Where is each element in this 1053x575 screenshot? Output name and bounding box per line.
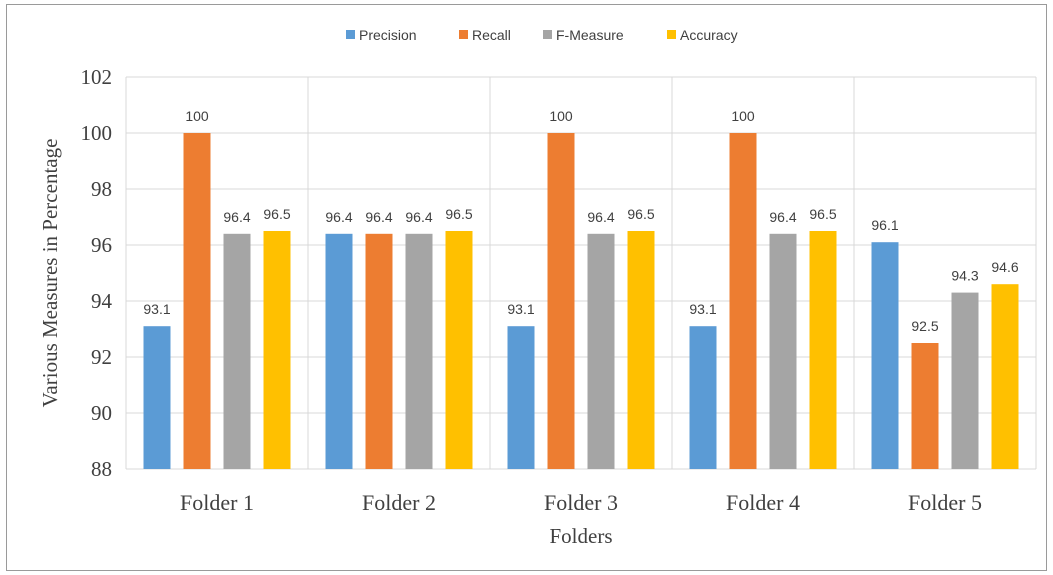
x-axis-title: Folders [550,524,613,548]
bar-accuracy [991,284,1019,469]
bar-f-measure [587,233,615,469]
bar-precision [507,326,535,469]
data-label: 96.5 [627,206,654,222]
bar-accuracy [627,231,655,469]
legend-swatch [543,30,552,39]
y-tick-label: 96 [91,233,112,257]
data-label: 96.4 [325,209,352,225]
legend-label: Accuracy [680,27,738,43]
bar-f-measure [769,233,797,469]
data-label: 96.4 [405,209,432,225]
bar-recall [365,233,393,469]
y-tick-label: 102 [81,65,113,89]
data-label: 93.1 [507,301,534,317]
y-tick-label: 88 [91,457,112,481]
legend-label: Precision [359,27,417,43]
bar-accuracy [445,231,473,469]
bar-accuracy [263,231,291,469]
data-label: 96.1 [871,217,898,233]
bar-recall [729,133,757,469]
legend-label: F-Measure [556,27,624,43]
y-tick-label: 92 [91,345,112,369]
y-tick-label: 94 [91,289,113,313]
data-label: 100 [185,108,209,124]
x-tick-label: Folder 3 [544,490,618,515]
data-label: 92.5 [911,318,938,334]
data-label: 94.3 [951,268,978,284]
bar-precision [325,233,353,469]
bar-f-measure [223,233,251,469]
y-axis-title: Various Measures in Percentage [38,139,62,408]
y-tick-label: 100 [81,121,113,145]
y-tick-labels: 88 90 92 94 96 98 100 102 [81,65,113,481]
legend-label: Recall [472,27,511,43]
bar-f-measure [405,233,433,469]
legend-swatch [667,30,676,39]
bar-recall [183,133,211,469]
bar-accuracy [809,231,837,469]
bar-recall [911,343,939,469]
x-tick-label: Folder 1 [180,490,254,515]
data-label: 96.5 [809,206,836,222]
data-label: 100 [549,108,573,124]
data-label: 96.5 [445,206,472,222]
x-tick-label: Folder 2 [362,490,436,515]
gridlines [125,76,1037,470]
bar-precision [143,326,171,469]
data-labels: 93.1 100 96.4 96.5 96.4 96.4 96.4 96.5 93.1 100 96… [143,108,1018,334]
x-tick-label: Folder 4 [726,490,800,515]
bar-precision [871,242,899,469]
y-tick-label: 98 [91,177,112,201]
data-label: 96.4 [223,209,250,225]
legend-swatch [459,30,468,39]
data-label: 96.4 [587,209,614,225]
data-label: 100 [731,108,755,124]
legend: Precision Recall F-Measure Accuracy [346,27,738,43]
data-label: 96.5 [263,206,290,222]
bars [143,133,1019,469]
bar-f-measure [951,292,979,469]
data-label: 96.4 [365,209,392,225]
data-label: 94.6 [991,259,1018,275]
bar-recall [547,133,575,469]
x-tick-label: Folder 5 [908,490,982,515]
x-tick-labels: Folder 1 Folder 2 Folder 3 Folder 4 Folder 5 [180,490,982,515]
bar-precision [689,326,717,469]
data-label: 96.4 [769,209,796,225]
legend-swatch [346,30,355,39]
data-label: 93.1 [689,301,716,317]
data-label: 93.1 [143,301,170,317]
y-tick-label: 90 [91,401,112,425]
